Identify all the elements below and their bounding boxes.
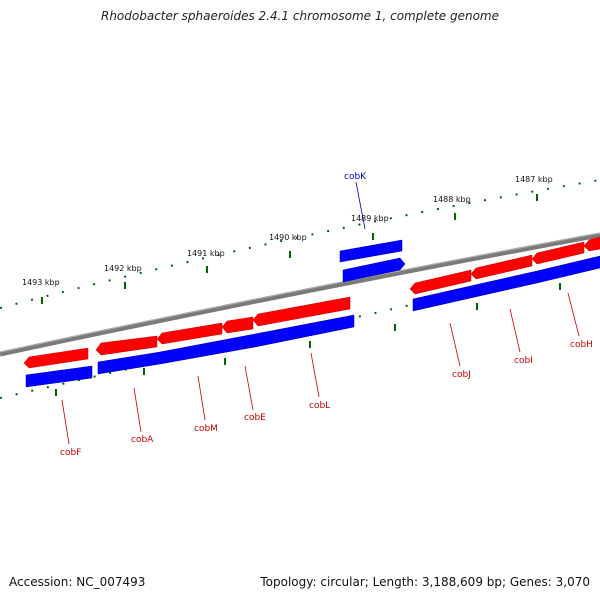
gene-label-cobM: cobM bbox=[194, 424, 218, 434]
accession-text: Accession: NC_007493 bbox=[9, 575, 146, 589]
kbp-label-1488: 1488 kbp bbox=[433, 195, 471, 204]
gene-label-cobH: cobH bbox=[570, 340, 593, 350]
reverse-genes-right bbox=[412, 255, 600, 312]
leader-cobF bbox=[61, 399, 70, 445]
leader-cobE bbox=[244, 365, 254, 411]
gene-arrow-cobE-fwd bbox=[221, 316, 254, 334]
leader-cobL bbox=[310, 352, 320, 398]
gene-arrow-cobI-fwd bbox=[470, 254, 533, 280]
gene-bar-cobK-rev2 bbox=[342, 257, 406, 283]
gene-arrow-cobM-fwd bbox=[156, 322, 223, 345]
gene-arrow-cobJ-fwd bbox=[409, 269, 472, 295]
reverse-genes-left bbox=[25, 314, 355, 388]
kbp-label-1489: 1489 kbp bbox=[351, 214, 389, 223]
gene-bar-cobF-rev bbox=[25, 365, 93, 388]
leader-cobK bbox=[355, 181, 366, 230]
gene-arrow-cobL-fwd bbox=[252, 296, 351, 327]
genome-summary-text: Topology: circular; Length: 3,188,609 bp… bbox=[260, 575, 590, 589]
chromosome-backbone bbox=[0, 232, 600, 357]
gene-arrow-cobA-fwd bbox=[95, 335, 158, 356]
gene-label-cobJ: cobJ bbox=[452, 370, 471, 380]
gene-arrow-cobF-fwd bbox=[23, 347, 89, 369]
kbp-label-1487: 1487 kbp bbox=[515, 175, 553, 184]
outer-tick-ring bbox=[0, 179, 600, 309]
leader-cobH bbox=[567, 292, 580, 337]
gene-label-cobE: cobE bbox=[244, 413, 266, 423]
gene-arrow-edge-fwd bbox=[583, 236, 600, 252]
leader-cobJ bbox=[449, 322, 461, 367]
gene-bar-cobK-rev1 bbox=[339, 239, 403, 263]
leader-cobA bbox=[133, 387, 142, 433]
major-ticks-inner bbox=[55, 283, 561, 396]
gene-label-cobL: cobL bbox=[309, 401, 330, 411]
gene-label-cobI: cobI bbox=[514, 356, 533, 366]
gene-arrow-cobH-fwd bbox=[531, 241, 585, 265]
kbp-label-1493: 1493 kbp bbox=[22, 278, 60, 287]
gene-bar-cobL-rev bbox=[254, 314, 355, 348]
leader-cobI bbox=[509, 308, 521, 353]
leader-cobM bbox=[197, 375, 206, 421]
gene-label-cobA: cobA bbox=[131, 435, 154, 445]
kbp-label-1491: 1491 kbp bbox=[187, 249, 225, 258]
gene-bar-cobA-rev bbox=[97, 351, 161, 375]
forward-genes-left bbox=[23, 296, 351, 369]
gene-label-cobK: cobK bbox=[344, 172, 367, 182]
gene-label-cobF: cobF bbox=[60, 448, 81, 458]
kbp-label-1490: 1490 kbp bbox=[269, 233, 307, 242]
forward-genes-right bbox=[409, 236, 600, 295]
map-title: Rhodobacter sphaeroides 2.4.1 chromosome… bbox=[100, 9, 500, 23]
major-ticks-outer bbox=[41, 194, 538, 304]
gene-bar-cobH-rev bbox=[536, 255, 600, 284]
kbp-label-1492: 1492 kbp bbox=[104, 264, 142, 273]
